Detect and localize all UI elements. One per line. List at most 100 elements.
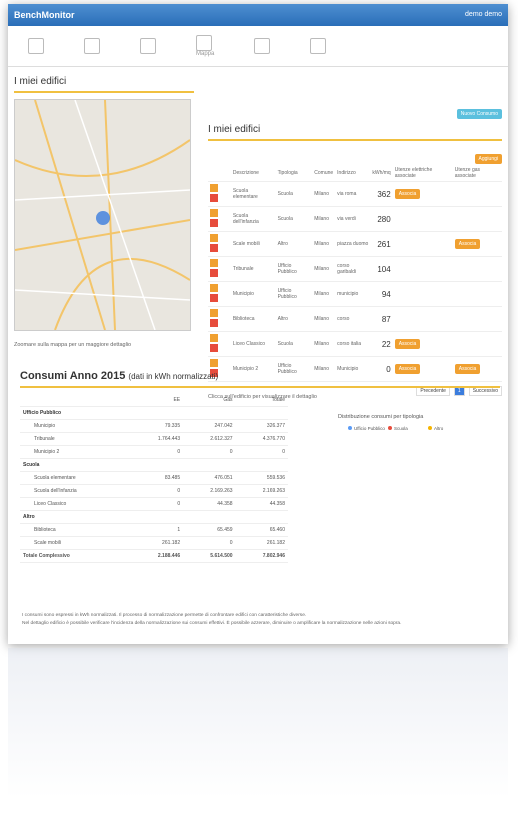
nav-icon[interactable] (254, 38, 271, 54)
city: Milano (312, 181, 336, 207)
associate-button[interactable]: Associa (394, 339, 421, 349)
actions (208, 281, 231, 307)
building-row[interactable]: Tribunale Ufficio Pubblico Milano corso gar… (208, 256, 502, 282)
edit-button[interactable] (210, 334, 218, 342)
ee: 1 (130, 523, 184, 537)
ee: 261.182 (130, 536, 184, 550)
nav-item[interactable]: Mappa (196, 35, 214, 57)
page-link[interactable]: Successivo (468, 386, 502, 396)
legend-swatch (348, 426, 352, 430)
description: Tribunale (230, 256, 276, 282)
total: 7.802.946 (235, 549, 288, 563)
column-header: Utenze gas associate (452, 165, 502, 182)
total: 559.536 (235, 471, 288, 485)
city: Milano (312, 356, 336, 382)
name: Municipio (20, 419, 131, 433)
ee-cell (392, 256, 453, 282)
delete-button[interactable] (210, 219, 218, 227)
kwh: 94 (370, 281, 393, 307)
gas-cell (452, 306, 502, 332)
gas: 247.042 (183, 419, 236, 433)
name: Municipio 2 (20, 445, 131, 459)
associate-button[interactable]: Associa (454, 239, 481, 249)
edit-button[interactable] (210, 309, 218, 317)
title: Consumi Anno 2015 (20, 370, 126, 382)
delete-button[interactable] (210, 319, 218, 327)
group-row: Ufficio Pubblico (20, 406, 288, 420)
associate-button[interactable]: Associa (454, 364, 481, 374)
map[interactable] (14, 99, 191, 331)
notes: I consumi sono espressi in kWh normalizz… (22, 612, 502, 628)
new-button[interactable]: Nuovo Consumo (456, 109, 502, 119)
total: 65.460 (235, 523, 288, 537)
edit-button[interactable] (210, 234, 218, 242)
delete-button[interactable] (210, 294, 218, 302)
nav-icon[interactable] (140, 38, 156, 54)
delete-button[interactable] (210, 269, 218, 277)
nav-icon[interactable] (28, 38, 44, 54)
gas: 2.612.327 (183, 432, 236, 446)
description: Biblioteca (230, 306, 276, 332)
gas-cell (452, 181, 502, 207)
user-menu[interactable]: demo demo (465, 11, 502, 18)
group-name: Ufficio Pubblico (20, 406, 288, 420)
page-link[interactable]: 1 (453, 386, 465, 396)
actions (208, 231, 231, 257)
building-row[interactable]: Scale mobili Altro Milano piazza duomo 261 As… (208, 231, 502, 257)
map-marker[interactable] (96, 211, 110, 225)
nav-icon[interactable] (84, 38, 100, 54)
building-row[interactable]: Scuola dell'infanzia Scuola Milano via verd… (208, 206, 502, 232)
associate-button[interactable]: Associa (394, 189, 421, 199)
description: Liceo Classico (230, 331, 276, 357)
kwh: 87 (370, 306, 393, 332)
pagination: Precedente 1 Successivo (412, 386, 502, 400)
building-row[interactable]: Municipio 2 Ufficio Pubblico Milano Municip… (208, 356, 502, 382)
legend-swatch (428, 426, 432, 430)
address: Municipio (335, 356, 371, 382)
name: Liceo Classico (20, 497, 131, 511)
ee-cell (392, 281, 453, 307)
edit-button[interactable] (210, 259, 218, 267)
ee: 2.188.446 (130, 549, 184, 563)
associate-button[interactable]: Associa (394, 364, 421, 374)
header-row: EE Gas Totale (20, 394, 288, 407)
address: corso garibaldi (335, 256, 371, 282)
building-row[interactable]: Municipio Ufficio Pubblico Milano municipio… (208, 281, 502, 307)
description: Municipio (230, 281, 276, 307)
city: Milano (312, 281, 336, 307)
gas: 0 (183, 445, 236, 459)
type: Ufficio Pubblico (275, 356, 313, 382)
legend-label: Scuola (394, 426, 408, 431)
brand[interactable]: BenchMonitor (14, 10, 75, 20)
edit-button[interactable] (210, 209, 218, 217)
actions (208, 256, 231, 282)
kwh: 362 (370, 181, 393, 207)
building-row[interactable]: Biblioteca Altro Milano corso 87 (208, 306, 502, 332)
data-row: Tribunale 1.764.443 2.612.327 4.376.770 (20, 432, 288, 446)
actions (208, 331, 231, 357)
nav-icon[interactable] (310, 38, 327, 54)
panel-title: I miei edifici (14, 72, 194, 93)
column-header: Tipologia (275, 165, 313, 182)
delete-button[interactable] (210, 369, 218, 377)
gas: 476.051 (183, 471, 236, 485)
delete-button[interactable] (210, 344, 218, 352)
building-row[interactable]: Scuola elementare Scuola Milano via roma 362… (208, 181, 502, 207)
name: Totale Complessivo (20, 549, 131, 563)
gas: 65.459 (183, 523, 236, 537)
delete-button[interactable] (210, 194, 218, 202)
gas: 2.169.263 (183, 484, 236, 498)
cell (208, 165, 231, 182)
note: Nel dettaglio edificio è possibile verif… (22, 621, 402, 626)
add-button[interactable]: Aggiungi (474, 154, 502, 164)
edit-button[interactable] (210, 359, 218, 367)
column-header: Comune (312, 165, 336, 182)
pie-chart: Distribuzione consumi per tipologia Uffi… (338, 414, 444, 431)
building-row[interactable]: Liceo Classico Scuola Milano corso italia 22… (208, 331, 502, 357)
page-link[interactable]: Precedente (416, 386, 450, 396)
delete-button[interactable] (210, 244, 218, 252)
city: Milano (312, 331, 336, 357)
edit-button[interactable] (210, 184, 218, 192)
edit-button[interactable] (210, 284, 218, 292)
